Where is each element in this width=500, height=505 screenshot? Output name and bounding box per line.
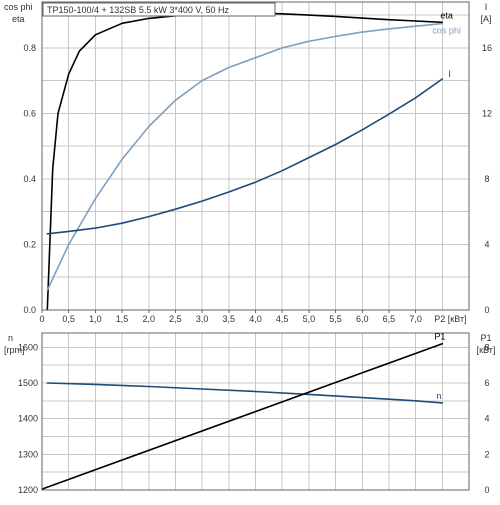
- bottom-plot-frame: [41, 332, 470, 491]
- y-right-tick-label: 4: [484, 239, 489, 249]
- x-tick-label: 3,5: [223, 314, 236, 324]
- x-tick-label: 6,0: [356, 314, 369, 324]
- chart-title: TP150-100/4 + 132SB 5.5 kW 3*400 V, 50 H…: [47, 5, 230, 15]
- y-right-tick-label: 0: [484, 305, 489, 315]
- y-right-axis-label: [кВт]: [477, 345, 496, 355]
- title-box: [42, 2, 276, 17]
- y-right-axis-label: I: [485, 2, 488, 12]
- x-tick-label: 1,0: [89, 314, 102, 324]
- y-right-tick-label: 8: [484, 342, 489, 352]
- series-label-eta: eta: [440, 10, 453, 20]
- y-left-tick-label: 1200: [18, 485, 38, 495]
- x-tick-label: 5,0: [303, 314, 316, 324]
- y-right-tick-label: 4: [484, 414, 489, 424]
- x-tick-label: 4,5: [276, 314, 289, 324]
- frame-layer: [41, 1, 470, 491]
- y-left-axis-label: cos phi: [4, 2, 33, 12]
- y-left-tick-label: 1400: [18, 414, 38, 424]
- y-left-tick-label: 0.8: [23, 43, 36, 53]
- y-right-tick-label: 2: [484, 449, 489, 459]
- series-label-p1: P1: [434, 332, 445, 342]
- series-label-cos-phi: cos phi: [432, 26, 461, 36]
- y-left-axis-label: n: [8, 333, 13, 343]
- y-right-axis-label: P1: [480, 333, 491, 343]
- y-left-axis-label: [rpm]: [4, 345, 25, 355]
- y-left-tick-label: 1500: [18, 378, 38, 388]
- series-label-n: n: [436, 391, 441, 401]
- y-left-tick-label: 0.6: [23, 108, 36, 118]
- x-tick-label: 1,5: [116, 314, 129, 324]
- x-tick-label: 4,0: [249, 314, 262, 324]
- series-line-i: [46, 78, 444, 235]
- y-left-tick-label: 1600: [18, 342, 38, 352]
- series-line-eta: [46, 12, 444, 311]
- label-layer: eta cos phi I TP150-100/4 + 132SB 5.5 kW 3*…: [4, 2, 495, 495]
- y-left-axis-label: eta: [12, 14, 25, 24]
- x-tick-label: 0,5: [62, 314, 75, 324]
- y-right-axis-label: [A]: [480, 14, 491, 24]
- series-layer: [41, 12, 444, 490]
- x-tick-label: 3,0: [196, 314, 209, 324]
- y-left-tick-label: 0.2: [23, 239, 36, 249]
- series-label-i: I: [448, 69, 451, 79]
- y-right-tick-label: 8: [484, 174, 489, 184]
- y-right-tick-label: 6: [484, 378, 489, 388]
- y-left-tick-label: 0.4: [23, 174, 36, 184]
- series-line-n: [46, 382, 444, 404]
- x-tick-label: 6,5: [383, 314, 396, 324]
- y-left-tick-label: 0.0: [23, 305, 36, 315]
- y-left-tick-label: 1300: [18, 449, 38, 459]
- grid-layer: [42, 2, 469, 490]
- x-tick-label: 0: [39, 314, 44, 324]
- series-line-p1: [41, 342, 444, 490]
- y-right-tick-label: 16: [482, 43, 492, 53]
- x-tick-label: 7,0: [409, 314, 422, 324]
- x-tick-label: 2,5: [169, 314, 182, 324]
- x-tick-label: 2,0: [142, 314, 155, 324]
- y-right-tick-label: 0: [484, 485, 489, 495]
- x-tick-label: 5,5: [329, 314, 342, 324]
- series-line-cos-phi: [46, 22, 444, 292]
- x-axis-label: P2 [кВт]: [434, 314, 466, 324]
- y-right-tick-label: 12: [482, 108, 492, 118]
